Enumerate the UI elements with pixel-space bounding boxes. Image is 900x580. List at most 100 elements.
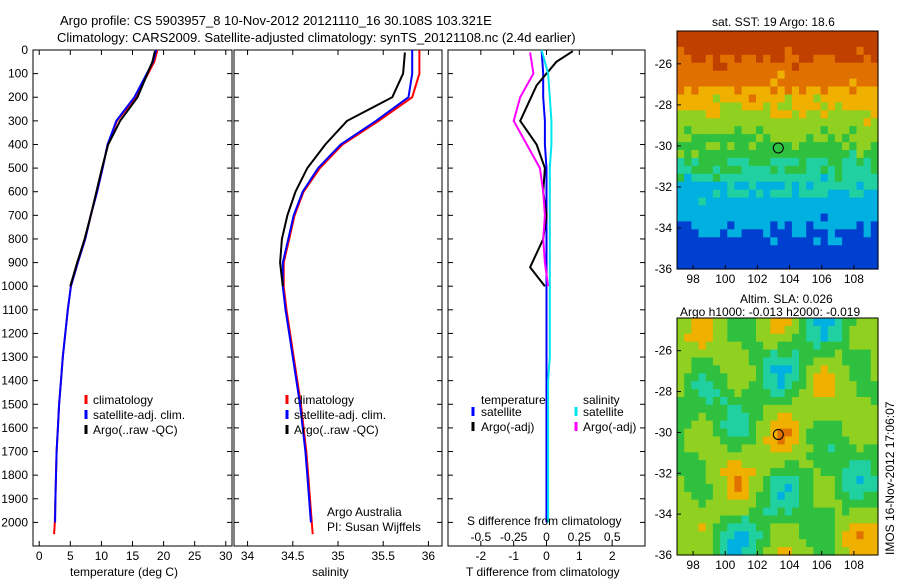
- map-cell: [770, 357, 779, 366]
- map-cell: [842, 165, 850, 175]
- map-cell: [870, 150, 879, 159]
- map-cell: [756, 523, 764, 532]
- map-cell: [677, 118, 685, 127]
- map-x-tick-label: 106: [812, 558, 832, 572]
- map-cell: [827, 150, 836, 159]
- map-cell: [720, 86, 728, 95]
- map-cell: [799, 54, 807, 64]
- map-cell: [777, 404, 786, 414]
- map-cell: [777, 412, 786, 422]
- map-cell: [791, 515, 800, 524]
- map-cell: [806, 110, 814, 119]
- map-cell: [748, 357, 757, 366]
- map-cell: [820, 134, 829, 143]
- map-cell: [705, 229, 714, 238]
- map-cell: [842, 333, 850, 343]
- map-cell: [763, 547, 771, 556]
- map-cell: [705, 165, 714, 175]
- map-cell: [870, 341, 879, 351]
- map-cell: [870, 491, 879, 501]
- map-y-tick-label: -32: [655, 180, 673, 194]
- map-cell: [842, 261, 850, 270]
- map-cell: [827, 531, 836, 540]
- map-cell: [806, 237, 814, 246]
- map-cell: [849, 157, 858, 167]
- map-cell: [827, 229, 836, 238]
- map-cell: [820, 197, 829, 207]
- map-cell: [806, 102, 814, 111]
- map-cell: [827, 325, 836, 335]
- map-cell: [705, 428, 714, 438]
- map-cell: [677, 110, 685, 119]
- map-cell: [691, 428, 700, 438]
- map-cell: [748, 94, 757, 103]
- map-cell: [856, 357, 865, 366]
- map-cell: [870, 46, 879, 56]
- map-y-tick-label: -30: [655, 425, 673, 439]
- map-cell: [834, 165, 843, 175]
- map-cell: [827, 547, 836, 556]
- map-cell: [863, 452, 872, 461]
- header-line-2: Climatology: CARS2009. Satellite-adjuste…: [57, 30, 576, 45]
- map-cell: [856, 452, 865, 461]
- map-cell: [677, 452, 685, 461]
- map-cell: [791, 349, 800, 359]
- map-cell: [677, 547, 685, 556]
- map-cell: [727, 118, 736, 127]
- map-cell: [770, 78, 779, 88]
- map-cell: [741, 165, 750, 175]
- map-cell: [684, 142, 692, 151]
- map-cell: [705, 420, 714, 430]
- map-cell: [856, 94, 865, 103]
- map-cell: [684, 373, 692, 382]
- map-cell: [863, 507, 872, 517]
- map-cell: [712, 261, 721, 270]
- map-cell: [698, 476, 707, 485]
- map-cell: [827, 349, 836, 359]
- map-cell: [698, 333, 707, 343]
- map-cell: [756, 397, 764, 406]
- map-cell: [777, 126, 786, 135]
- map-cell: [820, 365, 829, 374]
- map-cell: [727, 333, 736, 343]
- map-cell: [806, 245, 814, 254]
- map-cell: [870, 78, 879, 88]
- map-cell: [777, 205, 786, 214]
- map-cell: [799, 491, 807, 501]
- map-cell: [820, 229, 829, 238]
- map-cell: [705, 452, 714, 461]
- map-cell: [849, 245, 858, 254]
- map-cell: [856, 54, 865, 64]
- map-cell: [691, 547, 700, 556]
- map-cell: [677, 318, 685, 327]
- map-cell: [813, 476, 822, 485]
- x-tick-label: 1: [576, 549, 583, 563]
- map-cell: [834, 62, 843, 72]
- map-cell: [820, 412, 829, 422]
- map-cell: [784, 157, 793, 167]
- map-cell: [756, 126, 764, 135]
- map-cell: [842, 341, 850, 351]
- map-cell: [727, 499, 736, 509]
- map-cell: [727, 86, 736, 95]
- map-cell: [727, 78, 736, 88]
- map-cell: [820, 253, 829, 262]
- map-cell: [720, 31, 728, 40]
- map-cell: [799, 94, 807, 103]
- map-cell: [863, 491, 872, 501]
- map-cell: [684, 197, 692, 207]
- map-cell: [806, 547, 814, 556]
- map-cell: [720, 126, 728, 135]
- map-cell: [777, 357, 786, 366]
- map-cell: [834, 31, 843, 40]
- map-cell: [806, 221, 814, 230]
- map-cell: [777, 420, 786, 430]
- map-x-tick-label: 102: [747, 558, 767, 572]
- map-cell: [863, 245, 872, 254]
- map-cell: [712, 245, 721, 254]
- map-cell: [698, 539, 707, 548]
- map-cell: [741, 452, 750, 461]
- map-cell: [691, 197, 700, 207]
- map-cell: [748, 134, 757, 143]
- map-cell: [734, 483, 743, 493]
